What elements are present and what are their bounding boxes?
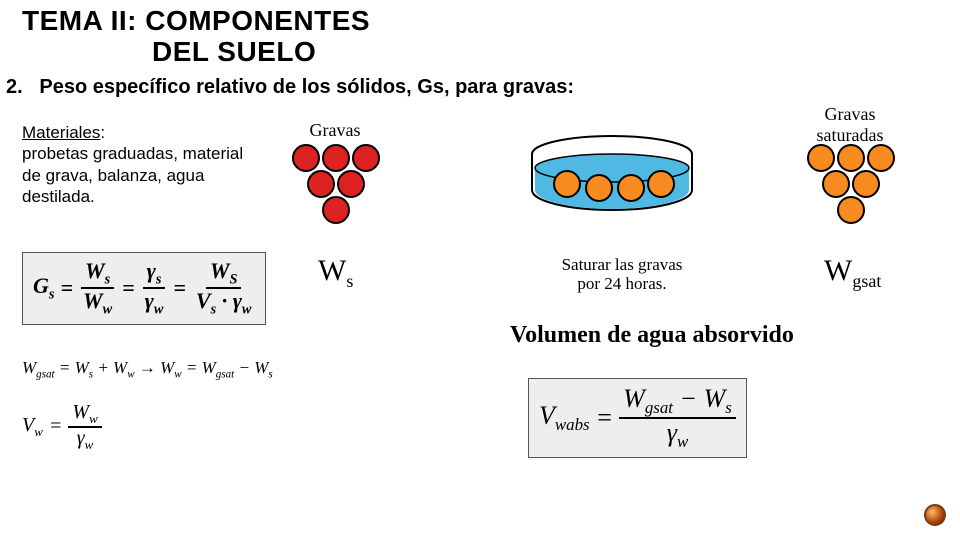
title-line-1: TEMA II: COMPONENTES [22,6,370,37]
gravel-ball [337,170,365,198]
gravel-ball [867,144,895,172]
weight-sat-symbol: Wgsat [824,254,881,292]
saturation-note: Saturar las gravas por 24 horas. [532,256,712,293]
formula-vw: Vw = Ww γw [22,402,102,451]
title-line-2: DEL SUELO [22,37,370,68]
sat-gravel-label: Gravas saturadas [817,104,884,146]
slide-title: TEMA II: COMPONENTES DEL SUELO [22,6,370,68]
gravel-ball [822,170,850,198]
formula-wgsat-line: Wgsat = Ws + Ww → Ww = Wgsat − Ws [22,358,273,380]
section-number: 2. [6,76,23,98]
gravel-ball [322,196,350,224]
formula-vwabs: Vwabs = Wgsat − Ws γw [528,378,747,458]
materials-block: Materiales: probetas graduadas, material… [22,122,262,207]
dry-gravel-label: Gravas [310,120,361,141]
gravel-ball [837,144,865,172]
weight-dry-symbol: Ws [318,254,353,292]
materials-body: probetas graduadas, material de grava, b… [22,144,243,206]
gravel-ball [322,144,350,172]
gravel-ball [352,144,380,172]
gravel-ball [292,144,320,172]
section-text: Peso específico relativo de los sólidos,… [39,76,574,98]
dry-gravel-diagram: Gravas [280,124,390,224]
volume-absorbed-heading: Volumen de agua absorvido [510,322,794,349]
gravel-ball [852,170,880,198]
gravel-ball [807,144,835,172]
slide-corner-ornament [924,504,946,526]
water-dish-diagram [525,132,700,222]
gravel-ball [307,170,335,198]
section-heading: 2. Peso específico relativo de los sólid… [6,76,574,99]
gravel-ball [837,196,865,224]
saturated-gravel-diagram: Gravas saturadas [795,124,905,224]
materials-heading: Materiales [22,123,100,142]
formula-gs: Gs = Ws Ww = γs γw = WS Vs · γw [22,252,266,325]
